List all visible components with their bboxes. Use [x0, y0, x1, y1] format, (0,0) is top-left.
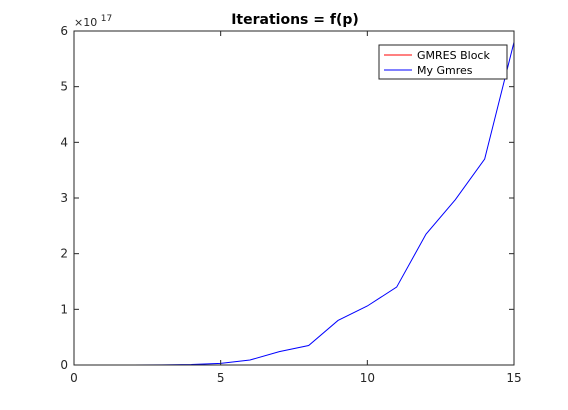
- legend-label-1: GMRES Block: [417, 49, 490, 62]
- y-tick-label: 1: [60, 302, 68, 316]
- legend-box: [378, 44, 508, 80]
- chart-title: Iterations = f(p): [231, 12, 359, 28]
- series-lines: [103, 42, 515, 366]
- y-tick-label: 2: [60, 247, 68, 261]
- y-multiplier-base: ×10: [74, 16, 97, 29]
- axis-ticks: 0 5 10 15 0 1 2 3 4 5 6: [60, 24, 521, 385]
- x-tick-label: 0: [70, 371, 78, 385]
- y-tick-label: 6: [60, 24, 68, 38]
- axes-box: [73, 30, 515, 366]
- y-axis-multiplier: ×10 17: [74, 14, 112, 29]
- y-tick-label: 4: [60, 135, 68, 149]
- y-multiplier-exponent: 17: [101, 14, 112, 24]
- x-tick-label: 5: [217, 371, 225, 385]
- legend-label-2: My Gmres: [417, 64, 473, 77]
- x-tick-label: 10: [360, 371, 375, 385]
- y-tick-label: 5: [60, 80, 68, 94]
- x-tick-label: 15: [506, 371, 521, 385]
- y-tick-label: 3: [60, 191, 68, 205]
- legend: GMRES Block My Gmres: [378, 44, 508, 80]
- y-tick-label: 0: [60, 358, 68, 372]
- series-line-2: [103, 42, 515, 366]
- svg-text:×10 17: ×10 17: [74, 14, 112, 29]
